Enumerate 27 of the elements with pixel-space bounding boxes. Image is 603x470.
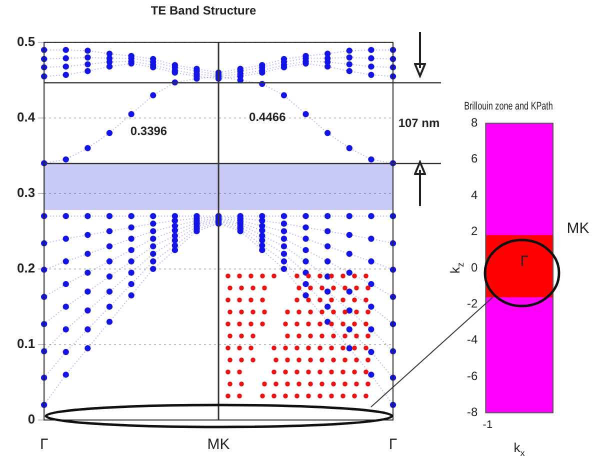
x-tick-label: Γ <box>388 436 398 454</box>
y-tick-label: 0.1 <box>16 336 36 352</box>
y-tick-label: 0.3 <box>16 185 36 200</box>
x-tick-label: MK <box>207 436 230 454</box>
y-tick-label: -2 <box>467 296 478 311</box>
y-tick-label: -4 <box>467 332 478 347</box>
y-tick-label: 0.2 <box>16 260 36 276</box>
y-tick-label: 8 <box>470 116 478 130</box>
chart-title: Brillouin zone and KPath <box>464 100 553 114</box>
y-tick-label: 6 <box>470 152 478 166</box>
y-tick-label: 0.5 <box>16 34 36 49</box>
annotation: MK <box>566 220 590 238</box>
y-tick-label: 0 <box>28 412 36 427</box>
ref-line-label: 0.3396 <box>130 124 168 138</box>
y-tick-label: 4 <box>470 188 478 202</box>
ref-line-label: 0.4466 <box>249 110 286 124</box>
y-tick-label: -6 <box>467 368 478 383</box>
y-tick-label: 2 <box>470 224 478 238</box>
annotation: Γ <box>520 253 528 270</box>
chart-title: TE Band Structure <box>150 4 256 18</box>
y-tick-label: -8 <box>467 405 478 420</box>
text: -1 <box>482 418 493 431</box>
text: 107 nm <box>398 116 440 130</box>
y-axis-title: kz <box>448 262 466 274</box>
y-tick-label: 0.4 <box>16 110 36 124</box>
x-tick-label: Γ <box>40 436 48 454</box>
y-tick-label: 0 <box>470 260 478 274</box>
